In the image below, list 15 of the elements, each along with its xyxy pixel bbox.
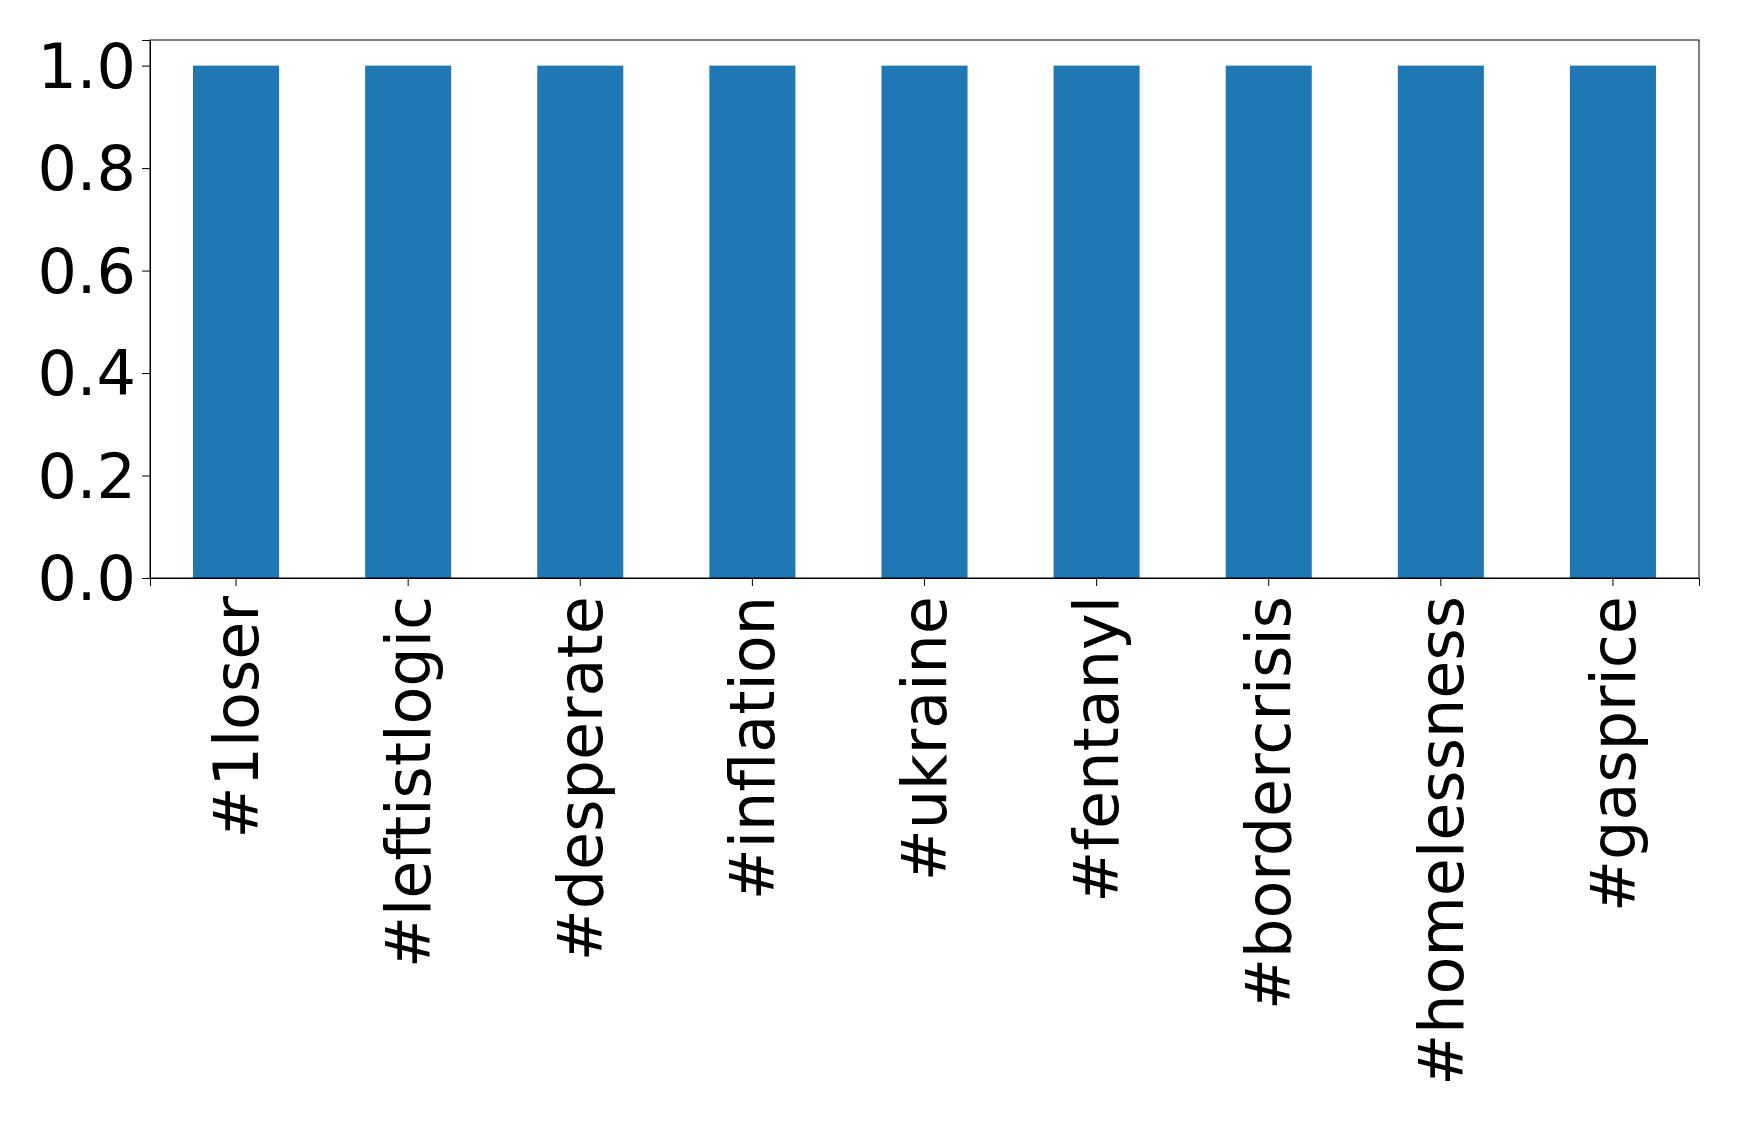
y-tick-label: 0.4 [37, 337, 136, 411]
x-tick-label: #gasprice [1576, 596, 1650, 912]
x-tick-label: #ukraine [888, 596, 962, 882]
x-tick-label: #homelessness [1404, 596, 1478, 1086]
y-tick-label: 0.2 [37, 439, 136, 513]
x-tick-label: #desperate [543, 596, 617, 962]
x-tick-label: #fentanyl [1060, 596, 1134, 903]
y-tick-label: 1.0 [37, 29, 136, 103]
x-tick-label: #inflation [716, 596, 790, 901]
x-tick-label: #1loser [199, 595, 273, 839]
y-tick-label: 0.6 [37, 234, 136, 308]
x-tick-label: #leftistlogic [371, 596, 445, 969]
x-tick-label: #bordercrisis [1232, 596, 1306, 1010]
y-tick-label: 0.0 [37, 542, 136, 616]
y-tick-label: 0.8 [37, 132, 136, 206]
